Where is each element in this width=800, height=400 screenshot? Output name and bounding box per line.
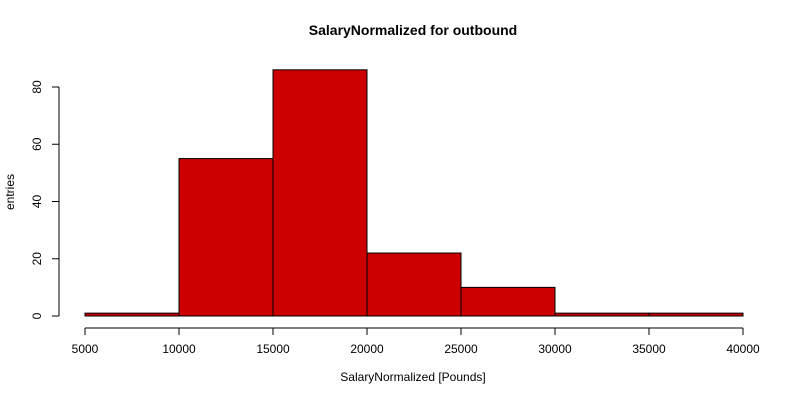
x-tick-label-40000: 40000 — [726, 342, 760, 356]
x-axis-label: SalaryNormalized [Pounds] — [340, 370, 485, 384]
histogram-bar-6 — [554, 312, 650, 317]
histogram-bar-7 — [648, 312, 744, 317]
bars-group — [84, 69, 744, 317]
x-tick-label-35000: 35000 — [632, 342, 666, 356]
histogram-bar-2 — [178, 158, 274, 317]
y-axis-label: entries — [3, 174, 17, 210]
y-tick-label-0: 0 — [30, 312, 44, 319]
chart-title: SalaryNormalized for outbound — [309, 22, 517, 38]
x-tick-label-5000: 5000 — [72, 342, 99, 356]
x-tick-label-25000: 25000 — [444, 342, 478, 356]
histogram-bar-3 — [272, 69, 368, 317]
histogram-bar-5 — [460, 286, 556, 317]
y-tick-label-80: 80 — [30, 80, 44, 94]
y-tick-label-60: 60 — [30, 137, 44, 151]
x-tick-label-20000: 20000 — [350, 342, 384, 356]
y-axis: 0 20 40 60 80 — [30, 80, 60, 319]
histogram-bar-4 — [366, 252, 462, 317]
x-axis: 5000 10000 15000 20000 25000 30000 35000 40000 — [72, 327, 760, 356]
x-tick-label-15000: 15000 — [256, 342, 290, 356]
x-tick-label-30000: 30000 — [538, 342, 572, 356]
histogram-bar-1 — [84, 312, 180, 317]
x-tick-label-10000: 10000 — [162, 342, 196, 356]
y-tick-label-40: 40 — [30, 195, 44, 209]
y-tick-label-20: 20 — [30, 252, 44, 266]
